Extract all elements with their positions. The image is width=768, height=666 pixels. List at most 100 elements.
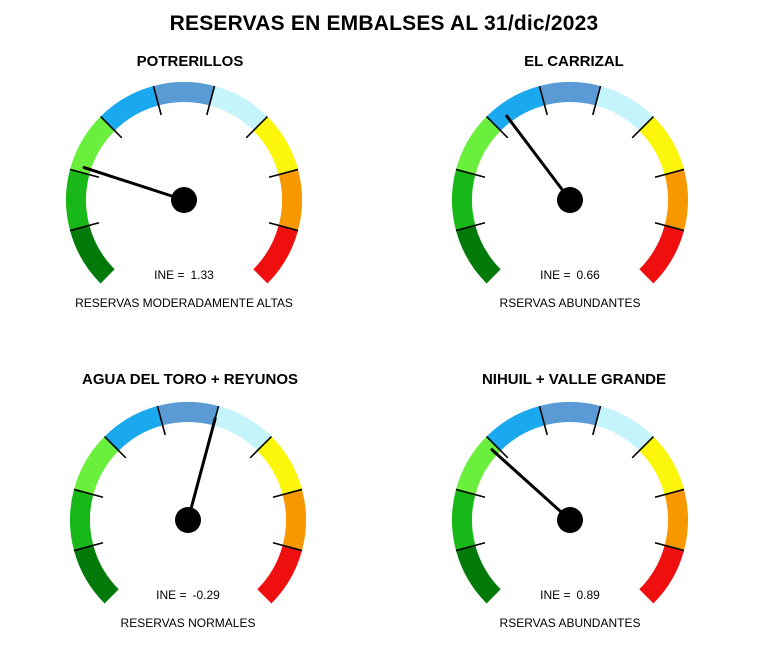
- gauge-band-3: [70, 116, 115, 175]
- gauge-band-1: [456, 225, 501, 284]
- gauge-tick: [206, 85, 216, 116]
- gauge-tick: [455, 222, 486, 232]
- gauge-band-1: [456, 545, 501, 604]
- gauge-tick: [592, 405, 602, 436]
- gauge-title: NIHUIL + VALLE GRANDE: [482, 371, 666, 388]
- gauge-tick: [268, 168, 299, 178]
- gauge-tick: [272, 488, 303, 498]
- gauge-tick: [69, 222, 100, 232]
- gauge-ine-readout: INE = -0.29: [156, 588, 220, 602]
- gauge-hub: [557, 187, 583, 213]
- gauge-ine-readout: INE = 0.66: [540, 268, 600, 282]
- gauge-tick: [152, 85, 162, 116]
- gauge-panel-el-carrizal: EL CARRIZAL INE = 0.66 RSERVAS ABUNDANTES: [384, 48, 768, 348]
- ine-value: 0.66: [577, 268, 601, 282]
- gauge-band-4: [100, 86, 159, 131]
- gauge-tick: [455, 542, 486, 552]
- gauge-band-8: [664, 489, 688, 551]
- gauge-band-7: [257, 436, 302, 495]
- gauge-tick: [245, 115, 269, 139]
- ine-value: -0.29: [193, 588, 221, 602]
- ine-value: 1.33: [191, 268, 215, 282]
- gauge-band-3: [456, 116, 501, 175]
- gauge-band-4: [486, 86, 545, 131]
- gauge-band-9: [639, 545, 684, 604]
- gauge-band-6: [213, 406, 272, 451]
- gauge-tick: [654, 222, 685, 232]
- gauge-band-1: [70, 225, 115, 284]
- gauge-needle: [82, 166, 186, 202]
- gauge-tick: [654, 488, 685, 498]
- gauge-category: RSERVAS ABUNDANTES: [500, 296, 641, 310]
- ine-label: INE =: [540, 268, 570, 282]
- gauge-band-5: [539, 82, 601, 106]
- gauge-svg: AGUA DEL TORO + REYUNOS INE = -0.29 RESERVA…: [70, 371, 306, 630]
- gauge-hub: [171, 187, 197, 213]
- gauge-band-3: [456, 436, 501, 495]
- gauge-tick: [268, 222, 299, 232]
- gauge-band-2: [452, 489, 476, 551]
- gauge-tick: [272, 542, 303, 552]
- gauge-category: RSERVAS ABUNDANTES: [500, 616, 641, 630]
- gauge-ine-readout: INE = 1.33: [154, 268, 214, 282]
- ine-label: INE =: [540, 588, 570, 602]
- gauge-tick: [455, 488, 486, 498]
- gauge-tick: [485, 115, 509, 139]
- gauge-band-3: [74, 436, 119, 495]
- gauge-tick: [631, 435, 655, 459]
- gauge-band-5: [539, 402, 601, 426]
- gauge-band-9: [639, 225, 684, 284]
- gauge-band-7: [639, 436, 684, 495]
- gauge-needle: [490, 448, 572, 522]
- gauge-band-4: [104, 406, 163, 451]
- gauge-band-6: [209, 86, 268, 131]
- page-title: RESERVAS EN EMBALSES AL 31/dic/2023: [169, 12, 599, 35]
- gauge-band-2: [66, 169, 90, 231]
- gauge-category: RESERVAS MODERADAMENTE ALTAS: [75, 296, 293, 310]
- gauge-band-1: [74, 545, 119, 604]
- gauge-tick: [249, 435, 273, 459]
- gauge-tick: [592, 85, 602, 116]
- gauge-tick: [156, 405, 166, 436]
- gauge-band-2: [452, 169, 476, 231]
- gauge-tick: [654, 168, 685, 178]
- gauge-tick: [103, 435, 127, 459]
- gauge-band-7: [639, 116, 684, 175]
- gauge-band-4: [486, 406, 545, 451]
- gauge-band-8: [278, 169, 302, 231]
- gauge-needle: [505, 114, 572, 202]
- gauge-band-8: [664, 169, 688, 231]
- gauge-svg: EL CARRIZAL INE = 0.66 RSERVAS ABUNDANTES: [452, 53, 688, 310]
- gauge-title: POTRERILLOS: [137, 53, 244, 70]
- gauge-tick: [538, 85, 548, 116]
- ine-label: INE =: [154, 268, 184, 282]
- gauge-title: AGUA DEL TORO + REYUNOS: [82, 371, 298, 388]
- gauge-tick: [654, 542, 685, 552]
- gauge-band-6: [595, 406, 654, 451]
- gauge-tick: [69, 168, 100, 178]
- gauge-band-7: [253, 116, 298, 175]
- gauge-ine-readout: INE = 0.89: [540, 588, 600, 602]
- gauge-tick: [73, 488, 104, 498]
- gauge-hub: [557, 507, 583, 533]
- gauge-band-6: [595, 86, 654, 131]
- gauge-tick: [631, 115, 655, 139]
- gauge-needle: [186, 417, 217, 522]
- gauge-band-2: [70, 489, 94, 551]
- gauge-panel-agua-del-toro-reyunos: AGUA DEL TORO + REYUNOS INE = -0.29 RESERVA…: [0, 366, 384, 666]
- gauge-hub: [175, 507, 201, 533]
- gauge-tick: [455, 168, 486, 178]
- gauge-svg: POTRERILLOS INE = 1.33 RESERVAS MODERADAMEN…: [66, 53, 302, 310]
- gauge-band-5: [153, 82, 215, 106]
- ine-value: 0.89: [577, 588, 601, 602]
- gauge-tick: [73, 542, 104, 552]
- gauge-band-9: [257, 545, 302, 604]
- gauge-tick: [485, 435, 509, 459]
- gauge-panel-nihuil-valle-grande: NIHUIL + VALLE GRANDE INE = 0.89 RSERVAS AB…: [384, 366, 768, 666]
- ine-label: INE =: [156, 588, 186, 602]
- gauge-svg: NIHUIL + VALLE GRANDE INE = 0.89 RSERVAS AB…: [452, 371, 688, 630]
- gauge-band-9: [253, 225, 298, 284]
- gauge-panel-potrerillos: POTRERILLOS INE = 1.33 RESERVAS MODERADAMEN…: [0, 48, 384, 348]
- gauge-tick: [99, 115, 123, 139]
- gauge-tick: [538, 405, 548, 436]
